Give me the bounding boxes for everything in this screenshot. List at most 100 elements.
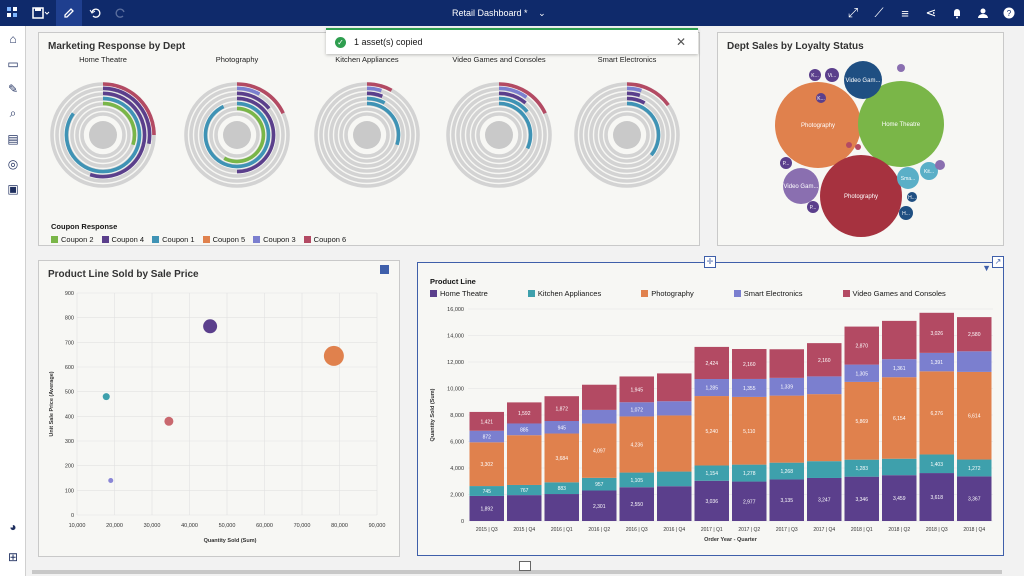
legend-item[interactable]: Coupon 4: [101, 235, 144, 244]
bar-segment: [582, 384, 617, 410]
legend-item[interactable]: Kitchen Appliances: [527, 289, 601, 298]
x-tick-label: 2018 | Q1: [851, 527, 873, 533]
table-icon[interactable]: [519, 561, 531, 571]
donut-hole: [223, 121, 251, 149]
pin-icon[interactable]: ✎: [7, 81, 19, 96]
edit-icon[interactable]: [56, 0, 82, 26]
bubble-label: P...: [783, 161, 790, 167]
donut-arc: [236, 91, 271, 110]
help-icon[interactable]: ?: [996, 0, 1022, 26]
scatter-point: [203, 319, 218, 334]
legend-item[interactable]: Coupon 6: [303, 235, 347, 244]
y-tick-label: 14,000: [447, 334, 464, 340]
loyalty-panel[interactable]: Dept Sales by Loyalty Status Photography…: [717, 32, 1004, 246]
legend-label: Coupon 5: [212, 235, 246, 244]
bar-segment: [919, 312, 954, 353]
bar-segment: [732, 396, 767, 465]
x-tick-label: 80,000: [331, 523, 348, 529]
user-icon[interactable]: [970, 0, 996, 26]
data-icon[interactable]: ▤: [7, 131, 19, 146]
dashboard-title[interactable]: Retail Dashboard * ⌄: [452, 0, 546, 26]
bar-segment: [694, 346, 729, 380]
home-icon[interactable]: ⌂: [9, 31, 17, 46]
bar-segment: [844, 326, 879, 365]
chevron-down-icon[interactable]: ⌄: [538, 8, 546, 18]
legend-swatch: [527, 290, 535, 297]
donut-arc: [203, 101, 271, 169]
legend-label: Smart Electronics: [743, 289, 803, 298]
donut-hole: [613, 121, 641, 149]
legend-label: Coupon 6: [313, 235, 347, 244]
y-tick-label: 16,000: [447, 307, 464, 313]
filter-pin-icon[interactable]: [380, 265, 389, 274]
legend-item[interactable]: Home Theatre: [430, 289, 488, 298]
legend-label: Video Games and Consoles: [852, 289, 946, 298]
bar-segment: [619, 402, 654, 417]
copy-toast: ✓ 1 asset(s) copied ✕: [326, 28, 698, 54]
user-settings-icon[interactable]: ◕: [9, 519, 17, 534]
dept-label: Photography: [216, 55, 259, 64]
donut-arc: [366, 86, 382, 93]
donut-arc: [102, 82, 156, 136]
data-label: 1,403: [930, 462, 943, 468]
legend-item[interactable]: Coupon 1: [152, 235, 195, 244]
data-label: 3,302: [480, 462, 493, 468]
legend-swatch: [51, 236, 58, 243]
scatter-panel[interactable]: Product Line Sold by Sale Price 0 100 200 3…: [38, 260, 400, 557]
stacked-bar-panel[interactable]: Product Line Home Theatre Kitchen Applian…: [417, 256, 1004, 556]
bell-icon[interactable]: [944, 0, 970, 26]
marketing-response-panel[interactable]: Marketing Response by Dept Home Theatre P…: [38, 32, 700, 246]
donut-track: [476, 112, 522, 158]
bubble-label: Photography: [844, 194, 878, 200]
y-tick-label: 700: [65, 340, 74, 346]
y-tick-label: 8,000: [450, 413, 464, 419]
x-tick-label: 2016 | Q4: [663, 527, 685, 533]
save-icon[interactable]: [26, 0, 56, 26]
donut-arc: [498, 82, 547, 115]
legend-item[interactable]: Video Games and Consoles: [842, 289, 946, 298]
x-tick-label: 2017 | Q2: [738, 527, 760, 533]
x-tick-label: 2018 | Q2: [888, 527, 910, 533]
bubble-label: H...: [908, 195, 916, 201]
bubble: [920, 162, 938, 180]
legend-item[interactable]: Smart Electronics: [733, 289, 803, 298]
donut-track: [471, 107, 527, 163]
bar-segment: [694, 480, 729, 521]
legend-item[interactable]: Coupon 3: [253, 235, 296, 244]
legend-swatch: [641, 290, 649, 297]
legend-title: Product Line: [430, 277, 476, 286]
legend-item[interactable]: Coupon 5: [202, 235, 246, 244]
move-handle-icon[interactable]: ✛: [704, 256, 716, 268]
grid-icon[interactable]: [0, 0, 26, 26]
dept-label: Video Games and Consoles: [452, 55, 546, 64]
bar-segment: [619, 416, 654, 473]
y-axis-label: Unit Sale Price (Average): [49, 371, 55, 436]
donut-arc: [626, 91, 641, 98]
undo-icon[interactable]: [82, 0, 108, 26]
window-icon[interactable]: ▣: [7, 181, 19, 196]
folder-icon[interactable]: ▭: [7, 56, 19, 71]
redo-icon[interactable]: [108, 0, 134, 26]
properties-icon[interactable]: ≡: [901, 5, 909, 21]
maximize-icon[interactable]: ↗: [992, 256, 1004, 268]
search-icon[interactable]: ⌕: [9, 106, 17, 120]
connect-icon[interactable]: ⟋: [874, 5, 884, 20]
donut-arc: [366, 82, 393, 92]
data-label: 2,870: [855, 344, 868, 350]
expand-icon[interactable]: ⤢: [847, 5, 859, 20]
legend-item[interactable]: Coupon 2: [51, 235, 94, 244]
data-label: 3,247: [818, 497, 831, 503]
bar-segment: [844, 476, 879, 521]
legend-item[interactable]: Photography: [641, 289, 694, 298]
add-icon[interactable]: ⊞: [7, 549, 19, 564]
close-icon[interactable]: ✕: [675, 35, 686, 49]
horizontal-scrollbar[interactable]: [32, 570, 1002, 574]
donut-track: [599, 107, 655, 163]
legend-swatch: [152, 236, 160, 243]
x-tick-label: 2016 | Q3: [626, 527, 648, 533]
y-tick-label: 800: [65, 316, 74, 322]
explore-icon[interactable]: ◎: [7, 156, 19, 171]
data-label: 872: [483, 435, 492, 441]
filter-icon[interactable]: ▼: [982, 263, 991, 273]
share-icon[interactable]: ⋖: [925, 5, 937, 20]
